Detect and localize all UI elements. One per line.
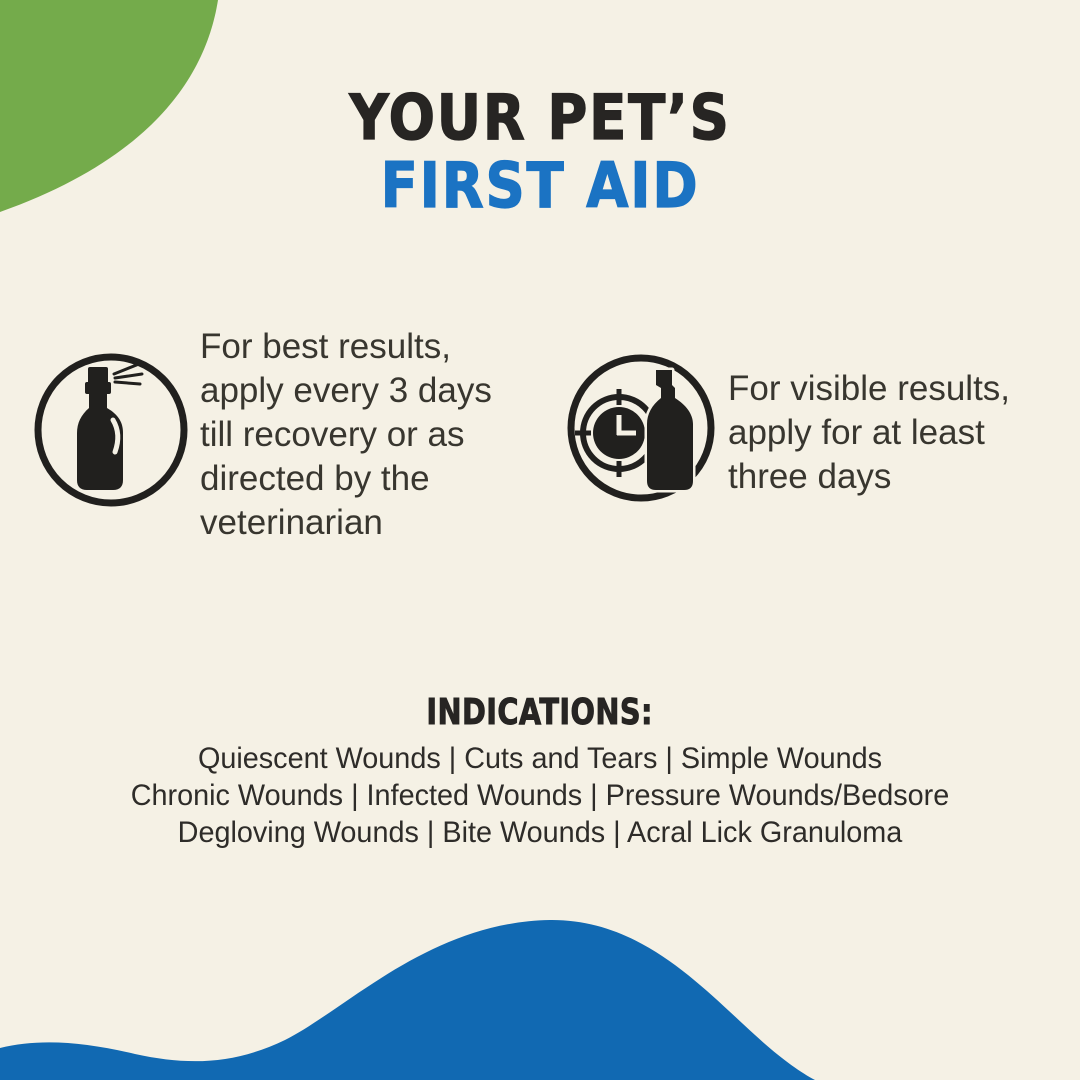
feature-text-visible-results: For visible results, apply for at least … bbox=[728, 369, 1011, 496]
feature-text-best-results: For best results, apply every 3 days til… bbox=[200, 327, 492, 542]
blue-wave-shape bbox=[0, 919, 1080, 1080]
title-line-1: YOUR PET’S bbox=[349, 81, 731, 154]
indications-line-3: Degloving Wounds | Bite Wounds | Acral L… bbox=[177, 816, 903, 849]
page-title: YOUR PET’S FIRST AID bbox=[0, 81, 1080, 222]
indications-line-1: Quiescent Wounds | Cuts and Tears | Simp… bbox=[197, 742, 883, 775]
green-corner-blob bbox=[0, 0, 218, 212]
clock-bottle-icon bbox=[567, 354, 715, 502]
title-line-2: FIRST AID bbox=[380, 149, 700, 222]
spray-bottle-icon bbox=[34, 353, 188, 507]
indications-line-2: Chronic Wounds | Infected Wounds | Press… bbox=[130, 779, 950, 812]
indications-heading: INDICATIONS: bbox=[426, 692, 654, 734]
indications-list: Quiescent Wounds | Cuts and Tears | Simp… bbox=[0, 740, 1080, 851]
